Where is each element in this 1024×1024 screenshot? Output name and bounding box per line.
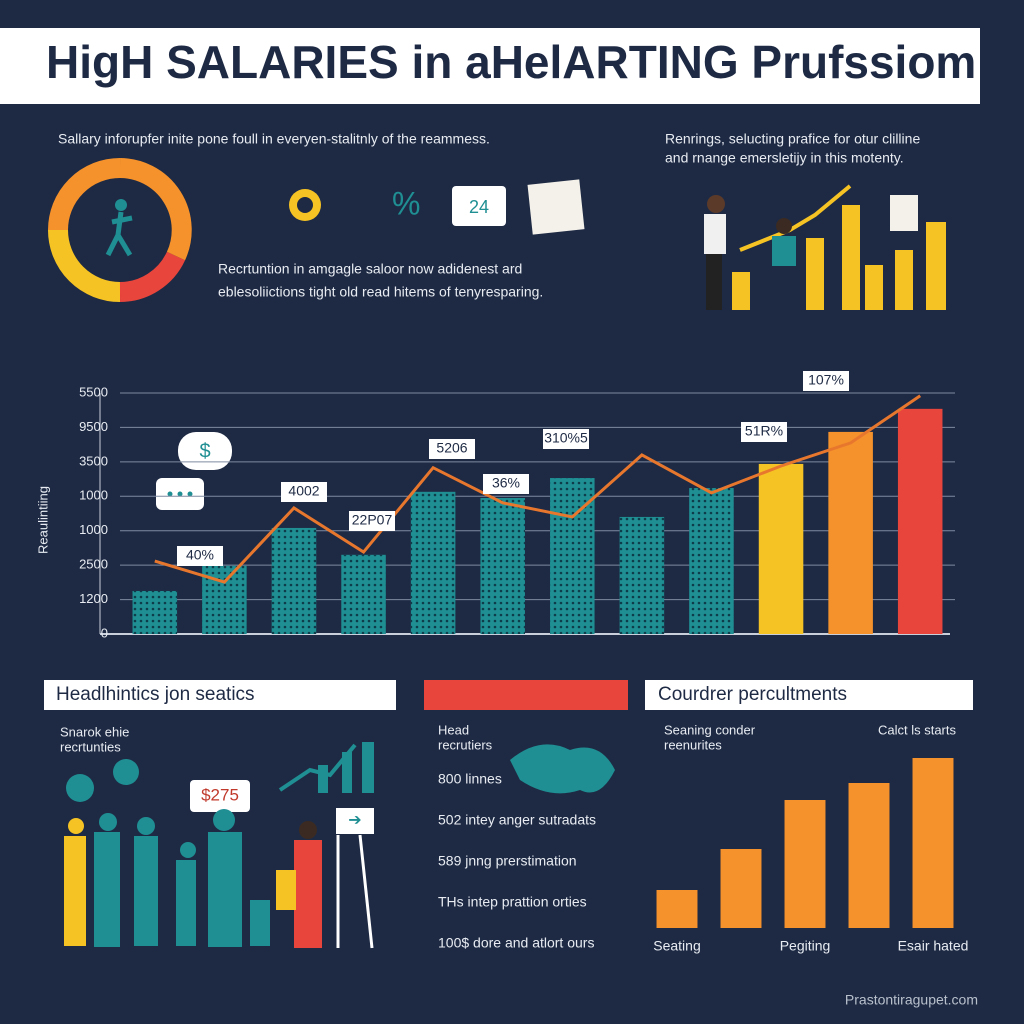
icons: % 24: [289, 179, 585, 235]
bar: [912, 758, 954, 928]
annotation: 5206: [436, 440, 467, 456]
bar-texture: [480, 498, 525, 634]
panel-text: Head: [438, 722, 469, 737]
bar: [828, 431, 873, 634]
x-tick-label: Esair hated: [898, 938, 969, 954]
intro-right: Renrings, selucting prafice for otur cli…: [665, 131, 920, 147]
annotation: 36%: [492, 475, 520, 491]
annotation: 4002: [288, 483, 319, 499]
panel-title: Headlhintics jon seatics: [56, 684, 255, 705]
panel-text: Snarok ehie: [60, 724, 129, 739]
side-chart: Seating Pegiting Esair hated: [653, 758, 968, 954]
speech-bubbles: $: [156, 432, 232, 510]
y-tick-label: 3500: [79, 453, 108, 468]
list-item: 502 intey anger sutradats: [438, 812, 596, 828]
bar: [656, 890, 698, 928]
annotation-box: [429, 439, 475, 459]
footer: Prastontiragupet.com: [845, 992, 978, 1008]
y-tick-label: 2500: [79, 557, 108, 572]
y-tick-label: 1000: [79, 488, 108, 503]
bar-texture: [132, 590, 178, 634]
annotation-box: [803, 371, 849, 391]
y-tick-label: 1200: [79, 591, 108, 606]
annotation-box: [349, 511, 395, 531]
intro-right: and rnange emersletijy in this motenty.: [665, 150, 904, 166]
line: [154, 394, 922, 584]
y-tick-label: 5500: [79, 384, 108, 399]
panel-title-bar: [424, 680, 628, 710]
list-item: THs intep prattion orties: [438, 894, 587, 910]
panel-note: Calct ls starts: [878, 722, 957, 737]
donut: [48, 158, 192, 302]
bar-texture: [341, 554, 386, 634]
panel-title: Courdrer percultments: [658, 684, 847, 705]
bar-texture: [410, 491, 456, 634]
y-tick-label: 1000: [79, 522, 108, 537]
annotation: 51R%: [745, 423, 783, 439]
x-tick-label: Pegiting: [780, 938, 831, 954]
title: HigH SALARIES in aHelARTING Prufssiom: [46, 36, 976, 88]
list-item: 589 jnng prerstimation: [438, 853, 577, 869]
annotation: 107%: [808, 372, 844, 388]
annotation-box: [281, 482, 327, 502]
x-tick-label: Seating: [653, 938, 700, 954]
percent-icon: %: [392, 185, 420, 221]
intro-left: Sallary inforupfer inite pone foull in e…: [58, 131, 490, 147]
callout: Recrtuntion in amgagle saloor now adiden…: [218, 261, 522, 277]
bar-texture: [271, 527, 317, 634]
annotation-box: [543, 429, 589, 449]
people-illustration: $275 ➔: [64, 742, 374, 949]
callout: eblesoliictions tight old read hitems of…: [218, 284, 543, 300]
list-item: 800 linnes: [438, 771, 502, 787]
bar: [848, 783, 890, 928]
list-item: 100$ dore and atlort ours: [438, 935, 594, 951]
panel-title-bar: [645, 680, 973, 710]
bar: [758, 463, 804, 634]
panel-text: Seaning conder: [664, 722, 756, 737]
tag: $275: [201, 785, 239, 804]
bar-texture: [689, 488, 734, 634]
bubble-text: $: [199, 440, 210, 462]
panel-text: recrtunties: [60, 739, 121, 754]
badge: 24: [469, 197, 489, 217]
y-tick-label: 0: [101, 625, 108, 640]
annotation: 22P07: [352, 512, 393, 528]
item-list: 800 linnes 502 intey anger sutradats 589 j…: [438, 771, 596, 951]
annotation: 310%5: [544, 430, 588, 446]
y-axis-label: Reaulintiing: [35, 486, 50, 554]
illustration: [704, 184, 946, 310]
y-tick-label: 9500: [79, 419, 108, 434]
title-bar: [0, 28, 980, 104]
svg-text:➔: ➔: [348, 812, 361, 829]
panel-title-bar: [44, 680, 396, 710]
main-chart: 0 1200 2500 1000 1000 3500 9500 5500 40% 4002 22P0…: [79, 371, 955, 640]
bar-texture: [619, 516, 665, 634]
bar: [897, 408, 943, 634]
world-map: [510, 744, 615, 794]
annotation: 40%: [186, 547, 214, 563]
bar: [784, 800, 826, 928]
annotation-box: [177, 546, 223, 566]
panel-text: reenurites: [664, 737, 722, 752]
panel-text: recrutiers: [438, 737, 493, 752]
annotation-box: [741, 422, 787, 442]
bar: [720, 849, 762, 928]
annotation-box: [483, 474, 529, 494]
